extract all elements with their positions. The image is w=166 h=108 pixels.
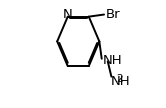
Text: Br: Br [106, 8, 121, 21]
Text: 2: 2 [117, 74, 123, 84]
Text: N: N [63, 8, 73, 21]
Text: NH: NH [110, 75, 130, 88]
Text: NH: NH [103, 54, 123, 67]
